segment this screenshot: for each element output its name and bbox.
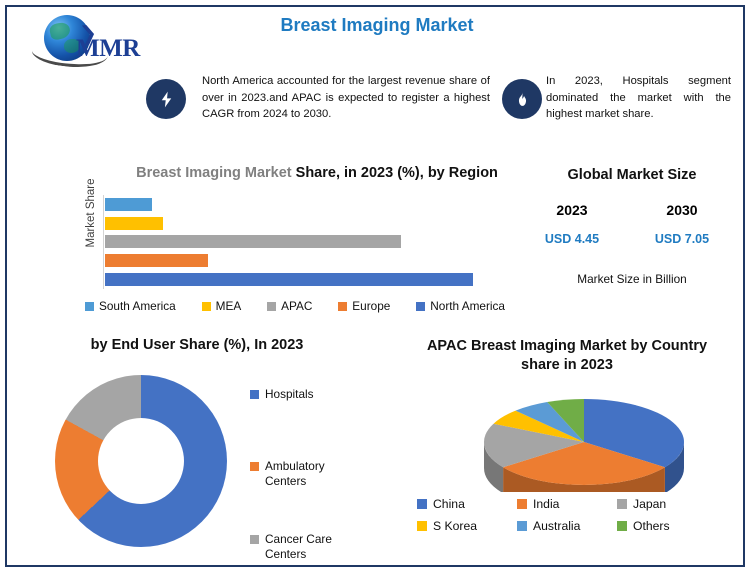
legend-swatch-icon — [517, 499, 527, 509]
legend-label: China — [433, 497, 465, 511]
globe-icon — [44, 15, 90, 61]
bar-chart-plot — [103, 195, 473, 289]
content-area: ❯ MMR Breast Imaging Market North Americ… — [7, 7, 743, 565]
legend-label: Australia — [533, 519, 581, 533]
legend-item: Japan — [617, 497, 717, 511]
bar-chart-title-suffix: Share, in 2023 (%), by Region — [295, 165, 498, 181]
legend-item: APAC — [267, 299, 312, 313]
bar-chart-title: Breast Imaging Market Share, in 2023 (%)… — [117, 165, 517, 181]
donut-chart — [55, 375, 227, 547]
legend-item: MEA — [201, 299, 242, 313]
bar-row — [104, 214, 473, 233]
legend-item: Europe — [338, 299, 390, 313]
bullet-text-region: North America accounted for the largest … — [202, 75, 490, 120]
pie-chart-title: APAC Breast Imaging Market by Country sh… — [426, 338, 708, 373]
bar-south-america — [105, 197, 153, 211]
bar-row — [104, 270, 473, 289]
legend-label: Hospitals — [265, 387, 314, 401]
legend-swatch-icon — [250, 390, 259, 399]
donut-chart-title: by End User Share (%), In 2023 — [90, 337, 304, 353]
legend-label: S Korea — [433, 519, 478, 533]
legend-label: Ambulatory Centers — [265, 459, 325, 488]
pie-slice-others — [547, 399, 584, 442]
legend-item: S Korea — [417, 519, 517, 533]
bar-chart-legend: South America MEA APAC Europe North America — [85, 299, 505, 313]
bar-mea — [105, 216, 163, 230]
pie-slice-china — [584, 399, 684, 468]
legend-swatch-icon — [85, 301, 94, 311]
pie-chart-legend: China India Japan S Korea Australia Others — [417, 497, 717, 533]
legend-swatch-icon — [250, 462, 259, 471]
bar-apac — [105, 235, 401, 249]
legend-swatch-icon — [201, 301, 211, 311]
legend-item: South America — [85, 299, 176, 313]
legend-swatch-icon — [417, 499, 427, 509]
legend-item: Others — [617, 519, 717, 533]
bar-chart-y-axis-label: Market Share — [85, 178, 97, 248]
logo-text: MMR — [76, 35, 140, 62]
market-size-value-2030: USD 7.05 — [654, 232, 710, 246]
page-title: Breast Imaging Market — [280, 15, 474, 35]
legend-swatch-icon — [617, 499, 627, 509]
legend-item: Cancer Care Centers — [250, 532, 360, 562]
legend-swatch-icon — [517, 521, 527, 531]
legend-item: India — [517, 497, 617, 511]
legend-label: Cancer Care Centers — [265, 532, 332, 561]
pie-slice-s-korea — [493, 410, 584, 442]
page-border-frame: ❯ MMR Breast Imaging Market North Americ… — [5, 5, 745, 567]
legend-item: Hospitals — [250, 387, 314, 402]
pie-slice-australia — [515, 402, 584, 442]
legend-swatch-icon — [338, 301, 348, 311]
legend-label: MEA — [215, 299, 242, 313]
global-market-size-title: Global Market Size — [567, 167, 697, 183]
legend-item: China — [417, 497, 517, 511]
market-size-year-2030: 2030 — [666, 202, 698, 218]
pie-slice-india — [503, 442, 665, 485]
bar-row — [104, 233, 473, 252]
market-size-year-2023: 2023 — [556, 202, 588, 218]
bar-europe — [105, 254, 208, 268]
legend-label: India — [533, 497, 560, 511]
legend-swatch-icon — [416, 301, 426, 311]
flame-icon — [502, 79, 542, 119]
legend-label: North America — [430, 299, 505, 313]
pie-chart-3d — [469, 397, 699, 511]
legend-swatch-icon — [417, 521, 427, 531]
donut-hole — [98, 418, 184, 504]
pie-slice-side-japan — [484, 442, 504, 494]
pie-slice-side-china — [664, 442, 684, 494]
pie-slice-japan — [484, 423, 584, 468]
legend-swatch-icon — [267, 301, 277, 311]
lightning-bolt-icon — [146, 79, 186, 119]
market-size-value-2023: USD 4.45 — [544, 232, 600, 246]
legend-label: South America — [99, 299, 176, 313]
legend-label: APAC — [281, 299, 313, 313]
bar-row — [104, 251, 473, 270]
mmr-logo: ❯ MMR — [30, 13, 152, 75]
legend-item: Ambulatory Centers — [250, 459, 360, 489]
legend-label: Japan — [633, 497, 667, 511]
legend-item: North America — [416, 299, 505, 313]
bar-row — [104, 195, 473, 214]
market-size-unit-note: Market Size in Billion — [577, 272, 687, 286]
bar-north-america — [105, 273, 473, 287]
bullet-text-end-user: In 2023, Hospitals segment dominated the… — [546, 75, 731, 120]
bar-chart-title-prefix: Breast Imaging Market — [136, 165, 296, 181]
legend-swatch-icon — [617, 521, 627, 531]
legend-label: Europe — [352, 299, 391, 313]
legend-label: Others — [633, 519, 670, 533]
legend-swatch-icon — [250, 535, 259, 544]
legend-item: Australia — [517, 519, 617, 533]
